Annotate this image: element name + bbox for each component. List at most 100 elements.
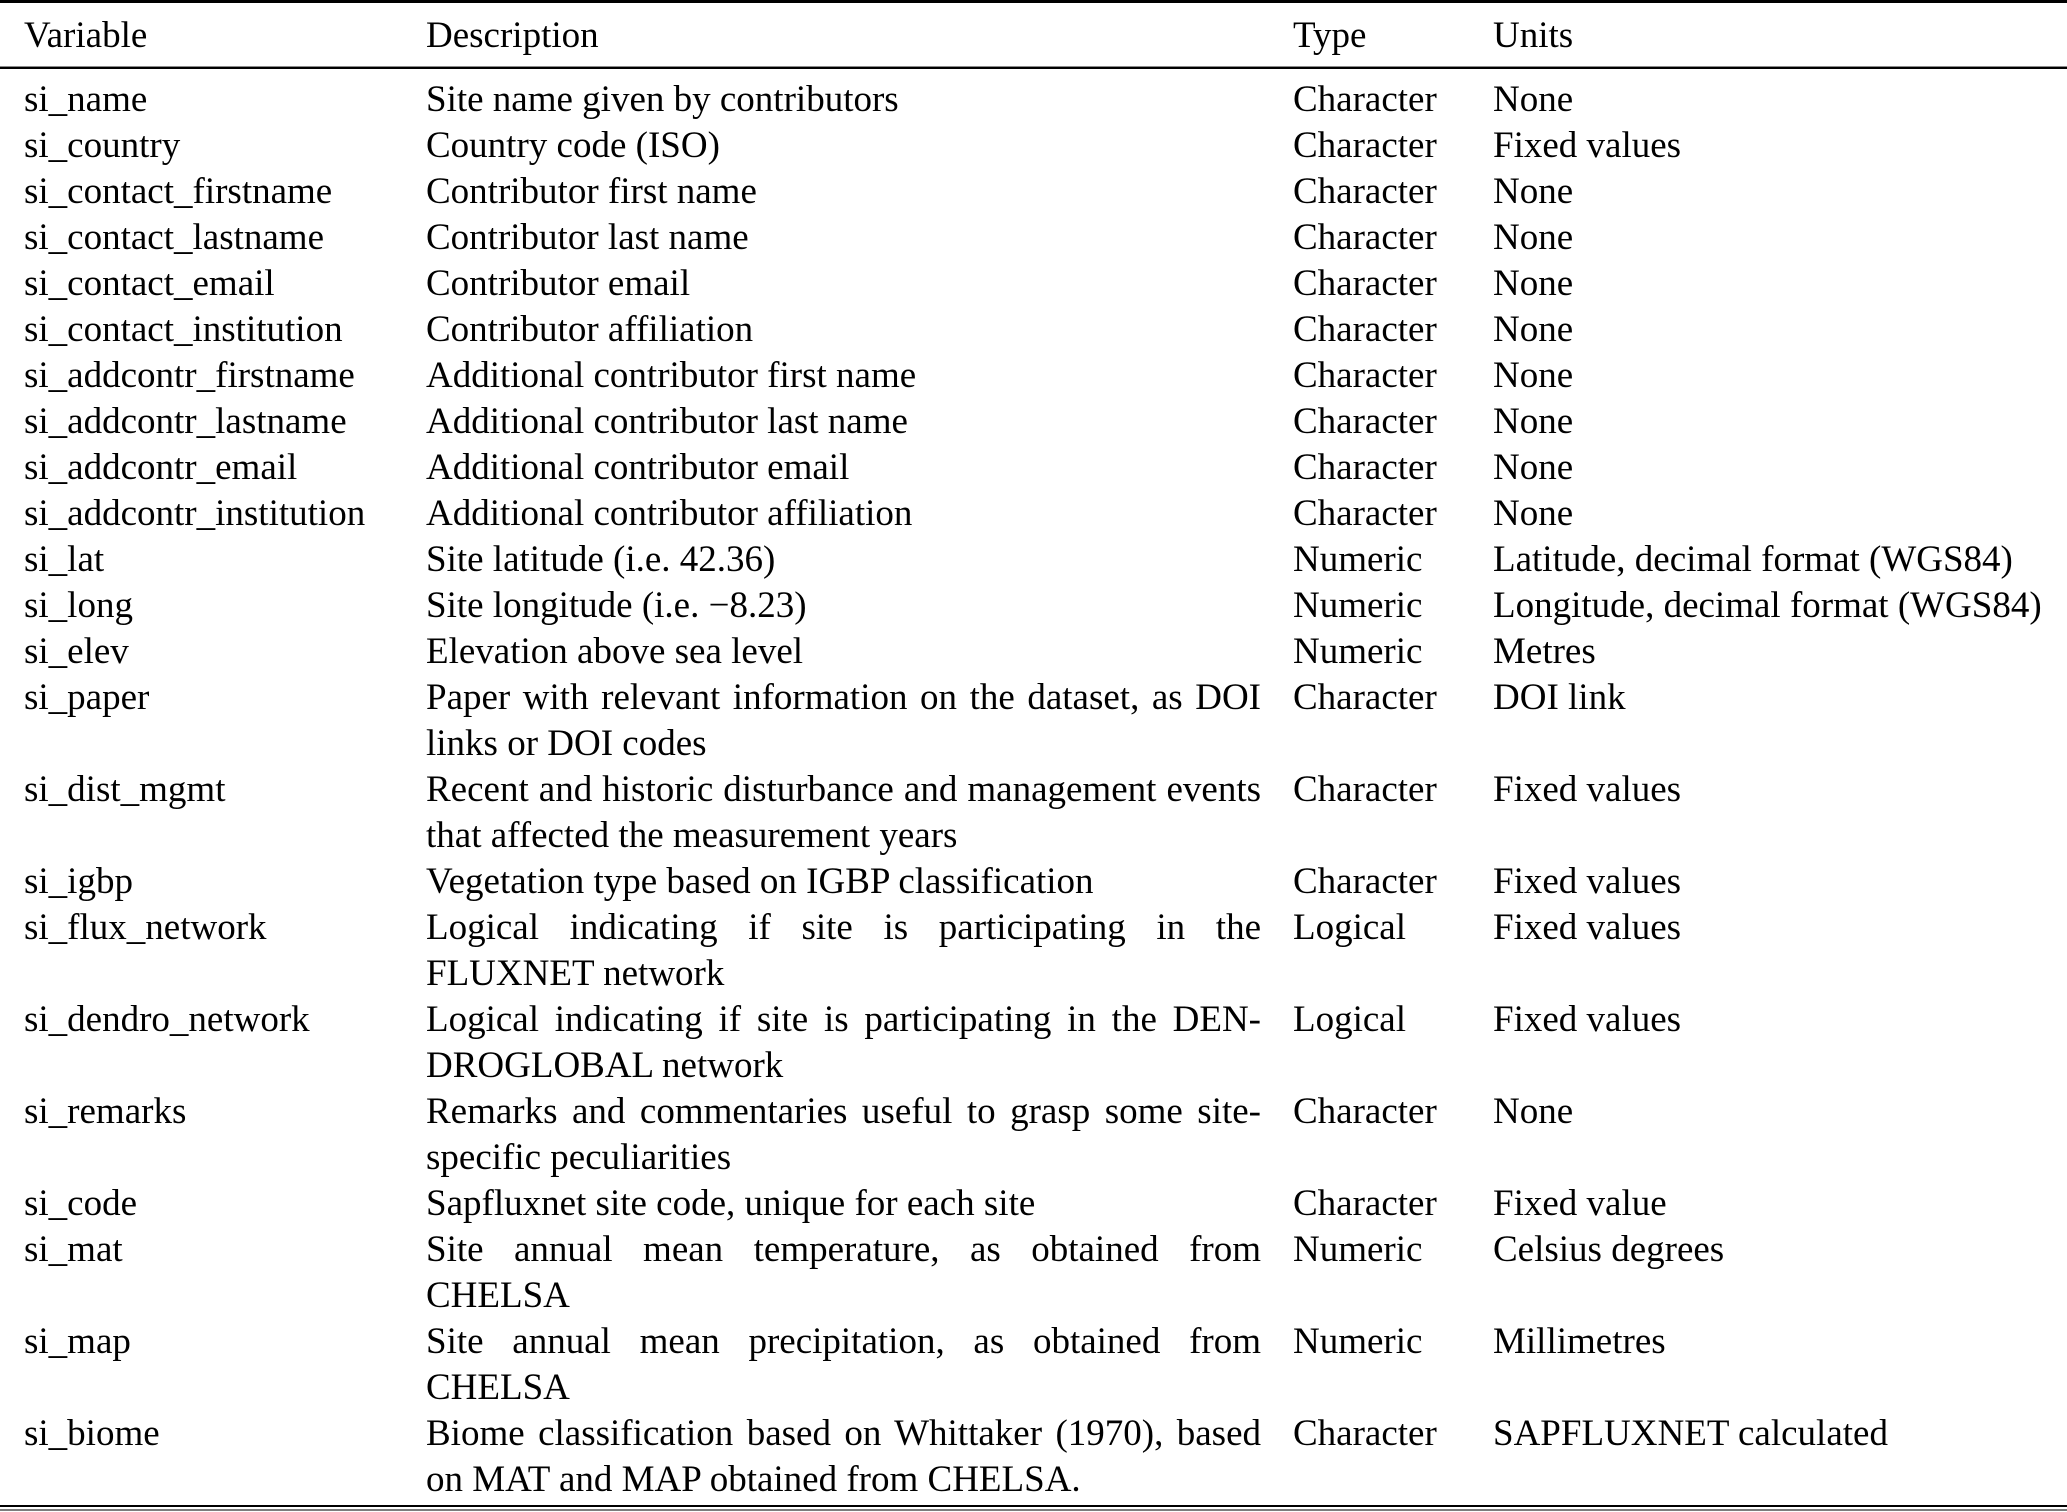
cell-type: Character <box>1293 401 1437 442</box>
cell-type: Numeric <box>1293 1229 1423 1270</box>
cell-type: Character <box>1293 309 1437 350</box>
cell-units: Fixed values <box>1493 999 1682 1040</box>
cell-type: Character <box>1293 217 1437 258</box>
cell-units: Fixed values <box>1493 861 1682 902</box>
cell-type: Character <box>1293 171 1437 212</box>
cell-variable: si_country <box>24 125 181 166</box>
cell-units: None <box>1493 401 1574 442</box>
cell-type: Character <box>1293 355 1437 396</box>
cell-description: Contributor last name <box>426 217 749 258</box>
cell-variable: si_dendro_network <box>24 999 310 1040</box>
cell-variable: si_contact_lastname <box>24 217 325 258</box>
cell-units: None <box>1493 1091 1574 1132</box>
cell-units: Metres <box>1493 631 1596 672</box>
cell-type: Character <box>1293 1091 1437 1132</box>
cell-variable: si_map <box>24 1321 131 1362</box>
cell-variable: si_elev <box>24 631 129 672</box>
cell-type: Character <box>1293 861 1437 902</box>
cell-description: Contributor email <box>426 263 691 304</box>
cell-variable: si_paper <box>24 677 150 718</box>
table-spacer-top <box>0 69 2067 77</box>
cell-units: SAPFLUXNET calculated <box>1493 1413 1888 1454</box>
cell-variable: si_igbp <box>24 861 133 902</box>
cell-variable: si_flux_network <box>24 907 267 948</box>
cell-type: Numeric <box>1293 631 1423 672</box>
cell-description: Site annual mean precipitation, as obtai… <box>426 1321 1261 1408</box>
cell-type: Numeric <box>1293 539 1423 580</box>
cell-variable: si_addcontr_firstname <box>24 355 355 396</box>
cell-variable: si_lat <box>24 539 105 580</box>
cell-units: Latitude, decimal format (WGS84) <box>1493 539 2013 580</box>
cell-variable: si_biome <box>24 1413 160 1454</box>
cell-description: Logical indicating if site is participat… <box>426 907 1261 994</box>
cell-type: Character <box>1293 447 1437 488</box>
table-rule-top <box>0 0 2067 3</box>
cell-description: Paper with relevant information on the d… <box>426 677 1261 764</box>
cell-description: Additional contributor last name <box>426 401 908 442</box>
cell-description: Contributor first name <box>426 171 757 212</box>
cell-units: DOI link <box>1493 677 1626 718</box>
cell-variable: si_contact_email <box>24 263 275 304</box>
cell-units: None <box>1493 217 1574 258</box>
cell-description: Additional contributor first name <box>426 355 917 396</box>
cell-type: Character <box>1293 769 1437 810</box>
cell-type: Character <box>1293 79 1437 120</box>
cell-type: Numeric <box>1293 585 1423 626</box>
cell-variable: si_name <box>24 79 148 120</box>
cell-variable: si_mat <box>24 1229 123 1270</box>
cell-variable: si_addcontr_email <box>24 447 298 488</box>
cell-description: Site annual mean temperature, as obtaine… <box>426 1229 1261 1316</box>
cell-units: None <box>1493 309 1574 350</box>
cell-type: Character <box>1293 1413 1437 1454</box>
cell-type: Character <box>1293 263 1437 304</box>
cell-description: Logical indicating if site is participat… <box>426 999 1261 1086</box>
cell-variable: si_dist_mgmt <box>24 769 226 810</box>
cell-description: Site name given by contributors <box>426 79 899 120</box>
cell-units: Celsius degrees <box>1493 1229 1725 1270</box>
cell-type: Character <box>1293 125 1437 166</box>
cell-type: Logical <box>1293 999 1407 1040</box>
table-rule-bottom <box>0 1505 2067 1511</box>
cell-description: Elevation above sea level <box>426 631 804 672</box>
table-rule-header-separator <box>0 66 2067 69</box>
cell-variable: si_long <box>24 585 133 626</box>
cell-units: Fixed values <box>1493 907 1682 948</box>
cell-variable: si_contact_firstname <box>24 171 333 212</box>
cell-variable: si_addcontr_institution <box>24 493 366 534</box>
cell-variable: si_addcontr_lastname <box>24 401 347 442</box>
cell-units: None <box>1493 355 1574 396</box>
cell-units: Fixed values <box>1493 125 1682 166</box>
cell-type: Character <box>1293 1183 1437 1224</box>
cell-description: Contributor affiliation <box>426 309 754 350</box>
column-header-description: Description <box>426 15 599 56</box>
column-header-variable: Variable <box>24 15 148 56</box>
cell-description: Site longitude (i.e. −8.23) <box>426 585 807 626</box>
cell-description: Additional contributor email <box>426 447 850 488</box>
cell-units: None <box>1493 263 1574 304</box>
cell-type: Character <box>1293 677 1437 718</box>
cell-units: Fixed value <box>1493 1183 1667 1224</box>
cell-units: None <box>1493 493 1574 534</box>
cell-description: Country code (ISO) <box>426 125 720 166</box>
cell-units: Fixed values <box>1493 769 1682 810</box>
cell-description: Sapfluxnet site code, unique for each si… <box>426 1183 1036 1224</box>
cell-units: None <box>1493 171 1574 212</box>
cell-units: None <box>1493 79 1574 120</box>
column-header-units: Units <box>1493 15 1574 56</box>
cell-variable: si_contact_institution <box>24 309 343 350</box>
cell-description: Vegetation type based on IGBP classifica… <box>426 861 1094 902</box>
cell-description: Site latitude (i.e. 42.36) <box>426 539 776 580</box>
cell-type: Character <box>1293 493 1437 534</box>
cell-type: Numeric <box>1293 1321 1423 1362</box>
cell-units: Longitude, decimal format (WGS84) <box>1493 585 2042 626</box>
cell-description: Recent and historic disturbance and mana… <box>426 769 1261 856</box>
cell-units: None <box>1493 447 1574 488</box>
cell-type: Logical <box>1293 907 1407 948</box>
cell-description: Additional contributor affiliation <box>426 493 913 534</box>
cell-description: Remarks and commentaries useful to grasp… <box>426 1091 1261 1178</box>
cell-variable: si_code <box>24 1183 138 1224</box>
column-header-type: Type <box>1293 15 1367 56</box>
cell-variable: si_remarks <box>24 1091 187 1132</box>
cell-units: Millimetres <box>1493 1321 1666 1362</box>
